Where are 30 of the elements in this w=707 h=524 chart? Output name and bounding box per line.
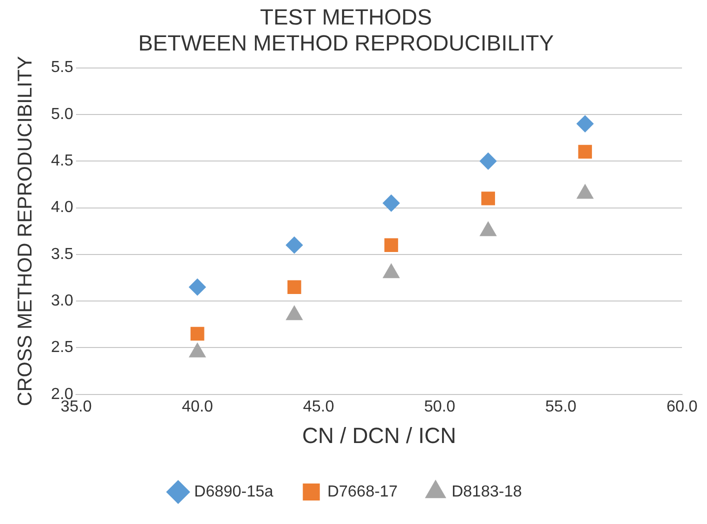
y-tick-label: 4.0: [50, 199, 74, 216]
point: [188, 278, 206, 296]
x-tick-label: 60.0: [666, 398, 698, 416]
point: [286, 236, 303, 254]
point: [384, 238, 398, 252]
legend-label: D8183-18: [452, 483, 522, 500]
x-tick-label: 55.0: [545, 398, 577, 416]
point: [576, 115, 594, 132]
point: [480, 152, 497, 170]
x-axis-title: CN / DCN / ICN: [302, 422, 456, 448]
text: TEST METHODS: [260, 4, 432, 30]
y-tick-label: 5.5: [50, 59, 74, 76]
point: [287, 280, 302, 294]
x-tick-label: 35.0: [60, 398, 92, 416]
point: [190, 326, 204, 341]
y-tick-label: 5.0: [50, 106, 74, 123]
point: [382, 194, 400, 212]
y-tick-label: 2.5: [50, 339, 74, 356]
legend-label: D7668-17: [327, 483, 398, 500]
legend-label: D6890-15a: [194, 483, 274, 500]
y-tick-label: 3.0: [50, 292, 74, 310]
point: [481, 192, 496, 206]
x-tick-label: 45.0: [302, 398, 334, 416]
x-tick-label: 50.0: [424, 398, 456, 416]
y-tick-label: 3.5: [50, 246, 74, 263]
point: [578, 144, 592, 159]
y-axis-title: CROSS METHOD REPRODUCIBILITY: [14, 56, 37, 406]
y-tick-label: 4.5: [50, 152, 74, 170]
text: BETWEEN METHOD REPRODUCIBILITY: [138, 30, 554, 56]
x-tick-label: 40.0: [182, 398, 214, 416]
